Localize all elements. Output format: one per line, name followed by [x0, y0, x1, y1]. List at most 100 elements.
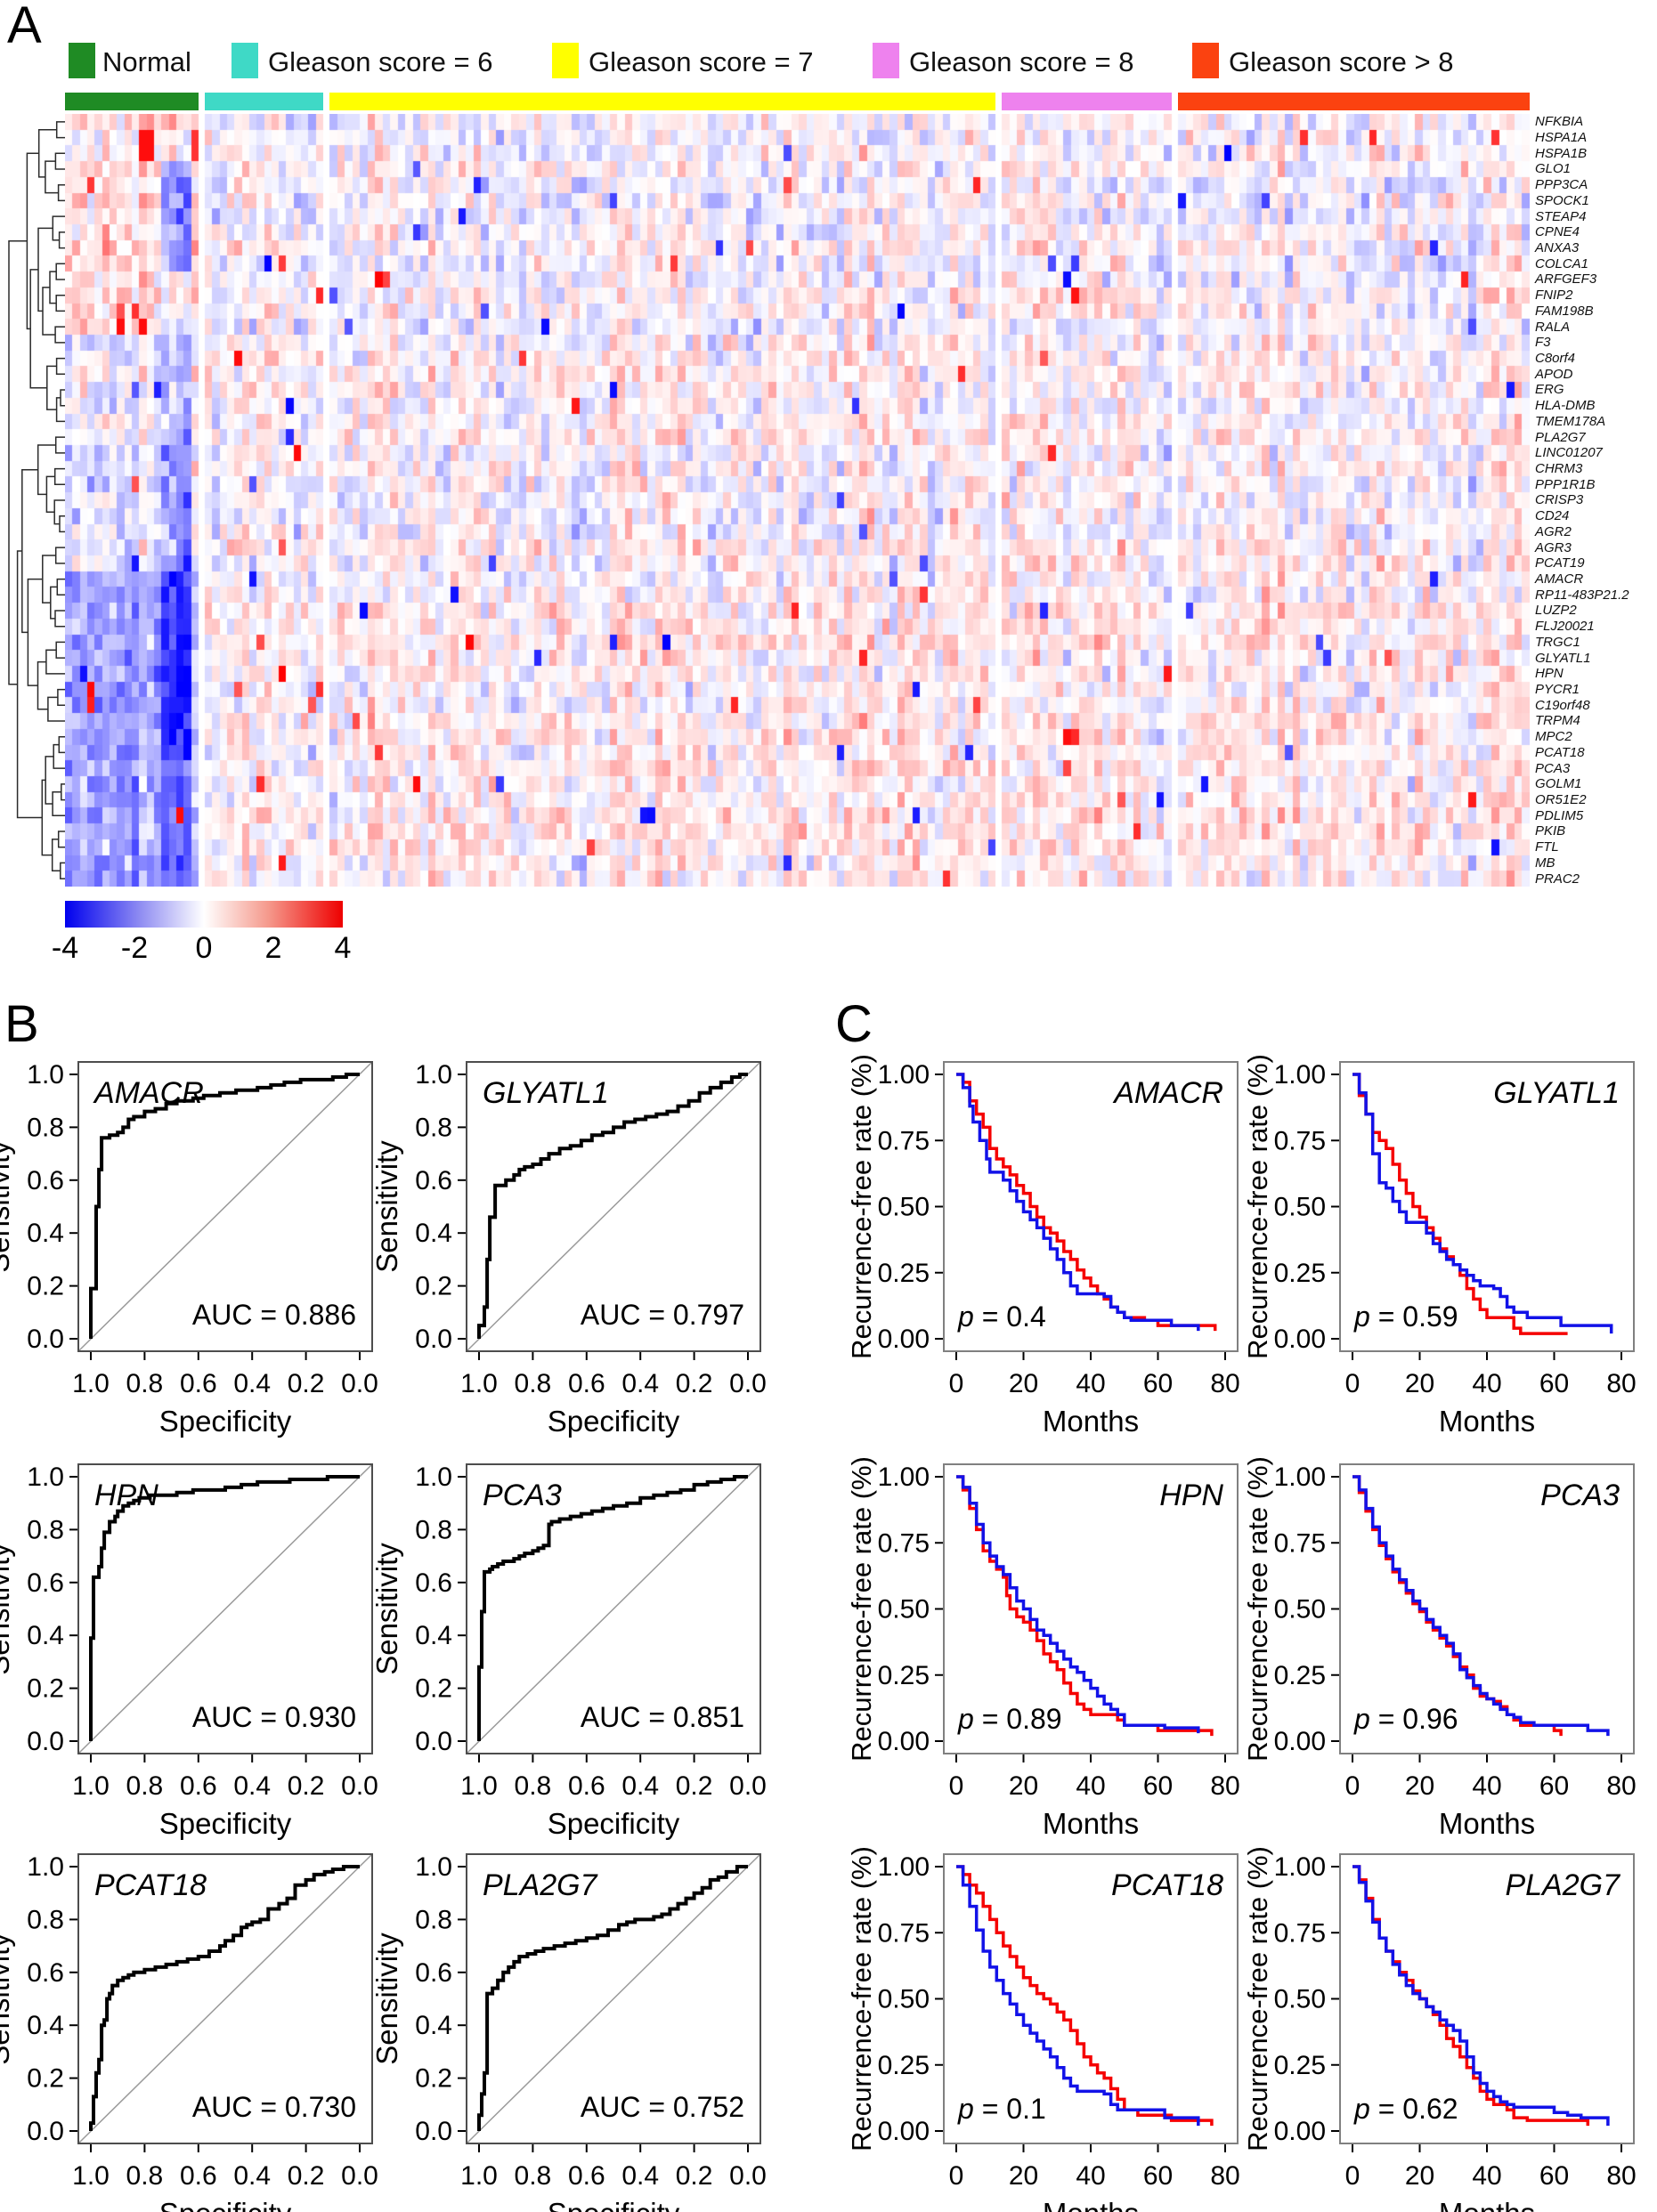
legend-swatch-icon [231, 43, 258, 78]
y-tick-label: 0.75 [878, 1528, 930, 1558]
x-axis-title: Specificity [159, 1807, 292, 1840]
x-tick-label: 60 [1539, 1771, 1569, 1801]
km-gene-title: GLYATL1 [1493, 1076, 1620, 1110]
x-tick-label: 40 [1076, 2161, 1105, 2191]
y-axis-title: Recurrence-free rate (%) [1242, 1846, 1273, 2151]
y-tick-label: 0.4 [27, 2011, 64, 2040]
x-tick-label: 40 [1076, 1369, 1105, 1398]
x-tick-label: 0.4 [621, 1369, 659, 1398]
x-tick-label: 0.4 [233, 2161, 271, 2191]
y-tick-label: 1.0 [415, 1060, 452, 1090]
x-tick-label: 60 [1143, 2161, 1173, 2191]
gene-label: ANXA3 [1535, 240, 1580, 256]
y-tick-label: 0.25 [878, 1259, 930, 1288]
y-tick-label: 1.00 [1274, 1060, 1326, 1090]
gene-label: ERG [1535, 382, 1564, 398]
y-tick-label: 1.0 [27, 1060, 64, 1090]
auc-label: AUC = 0.930 [192, 1701, 356, 1733]
gene-label: MB [1535, 855, 1555, 871]
colorbar-tick-label: 4 [334, 931, 352, 965]
roc-plot-pla2g7: 1.0 0.8 0.6 0.4 0.2 0.0 1.0 0.8 0.6 0.4 0.2 0.0 Spec… [370, 1852, 767, 2212]
x-axis-title: Months [1439, 2197, 1535, 2212]
gene-label: FTL [1535, 839, 1559, 855]
colorbar-tick-label: -2 [120, 931, 149, 965]
y-tick-label: 0.6 [415, 1166, 452, 1195]
gene-label: PPP3CA [1535, 177, 1588, 193]
y-tick-label: 0.0 [27, 1325, 64, 1354]
auc-label: AUC = 0.752 [581, 2091, 744, 2123]
y-tick-label: 0.00 [1274, 1727, 1326, 1756]
y-tick-label: 0.8 [27, 1515, 64, 1544]
x-tick-label: 1.0 [460, 1771, 498, 1801]
gene-label: ARFGEF3 [1535, 271, 1597, 288]
gene-label: TRPM4 [1535, 713, 1580, 729]
y-tick-label: 0.50 [878, 1193, 930, 1222]
x-tick-label: 0.2 [288, 2161, 325, 2191]
y-tick-label: 0.2 [415, 2064, 452, 2094]
x-tick-label: 1.0 [460, 2161, 498, 2191]
legend-swatch-icon [69, 43, 95, 78]
gene-label: PPP1R1B [1535, 476, 1596, 492]
x-tick-label: 1.0 [72, 1771, 110, 1801]
expression-heatmap [65, 114, 1530, 887]
y-axis-title: Recurrence-free rate (%) [1242, 1456, 1273, 1762]
km-gene-title: PCA3 [1540, 1479, 1620, 1512]
y-tick-label: 1.00 [1274, 1463, 1326, 1492]
y-tick-label: 0.6 [27, 1568, 64, 1598]
x-tick-label: 80 [1606, 1369, 1636, 1398]
y-tick-label: 0.4 [415, 1621, 452, 1650]
y-tick-label: 0.50 [878, 1985, 930, 2014]
roc-plot-pca3: 1.0 0.8 0.6 0.4 0.2 0.0 1.0 0.8 0.6 0.4 0.2 0.0 Spec… [370, 1463, 767, 1840]
y-tick-label: 0.2 [27, 2064, 64, 2094]
y-tick-label: 0.50 [1274, 1985, 1326, 2014]
y-tick-label: 0.25 [1274, 1661, 1326, 1690]
p-value-label: p = 0.96 [1353, 1703, 1458, 1735]
gene-label: LUZP2 [1535, 603, 1577, 619]
y-axis-title: Sensitivity [370, 1543, 403, 1675]
x-axis-title: Specificity [548, 1807, 680, 1840]
y-axis-title: Sensitivity [0, 1543, 15, 1675]
legend-item-label: Normal [102, 46, 191, 77]
x-tick-label: 0 [949, 1369, 964, 1398]
y-axis-title: Recurrence-free rate (%) [846, 1456, 877, 1762]
annotation-segment [1178, 93, 1530, 110]
panel-c-label: C [835, 995, 873, 1053]
colorbar-tick-label: -4 [51, 931, 79, 965]
y-tick-label: 0.0 [415, 1325, 452, 1354]
y-tick-label: 1.0 [27, 1463, 64, 1492]
x-tick-label: 0.8 [515, 1771, 552, 1801]
gene-label: PCAT19 [1535, 555, 1585, 571]
auc-label: AUC = 0.797 [581, 1299, 744, 1331]
y-axis-title: Sensitivity [370, 1932, 403, 2065]
roc-gene-title: PCAT18 [94, 1868, 207, 1902]
x-tick-label: 0.0 [341, 1369, 378, 1398]
x-tick-label: 80 [1210, 1369, 1239, 1398]
gene-label: CPNE4 [1535, 224, 1580, 240]
y-tick-label: 0.0 [415, 1727, 452, 1756]
gene-label: RALA [1535, 319, 1571, 335]
gene-label: PLA2G7 [1535, 429, 1586, 445]
y-tick-label: 0.4 [27, 1219, 64, 1248]
x-axis-title: Months [1439, 1405, 1535, 1438]
y-tick-label: 0.50 [1274, 1193, 1326, 1222]
p-value-label: p = 0.62 [1353, 2093, 1458, 2125]
x-tick-label: 1.0 [460, 1369, 498, 1398]
legend-item-label: Gleason score = 8 [909, 46, 1134, 77]
gene-label: CHRM3 [1535, 461, 1583, 477]
gene-label: CD24 [1535, 508, 1570, 524]
y-tick-label: 0.8 [415, 1515, 452, 1544]
x-tick-label: 80 [1210, 1771, 1239, 1801]
auc-label: AUC = 0.730 [192, 2091, 356, 2123]
roc-plot-pcat18: 1.0 0.8 0.6 0.4 0.2 0.0 1.0 0.8 0.6 0.4 0.2 0.0 Spec… [0, 1852, 378, 2212]
gene-dendrogram-icon [8, 121, 65, 879]
y-tick-label: 0.50 [1274, 1595, 1326, 1625]
y-tick-label: 0.6 [415, 1958, 452, 1988]
gene-label: GLO1 [1535, 161, 1572, 177]
legend-item-label: Gleason score > 8 [1229, 46, 1454, 77]
x-tick-label: 40 [1472, 2161, 1501, 2191]
y-tick-label: 0.8 [415, 1905, 452, 1934]
x-tick-label: 0.6 [180, 1369, 217, 1398]
km-gene-title: PLA2G7 [1505, 1868, 1620, 1902]
colorbar-gradient [65, 901, 343, 928]
gene-label: HPN [1535, 666, 1564, 682]
